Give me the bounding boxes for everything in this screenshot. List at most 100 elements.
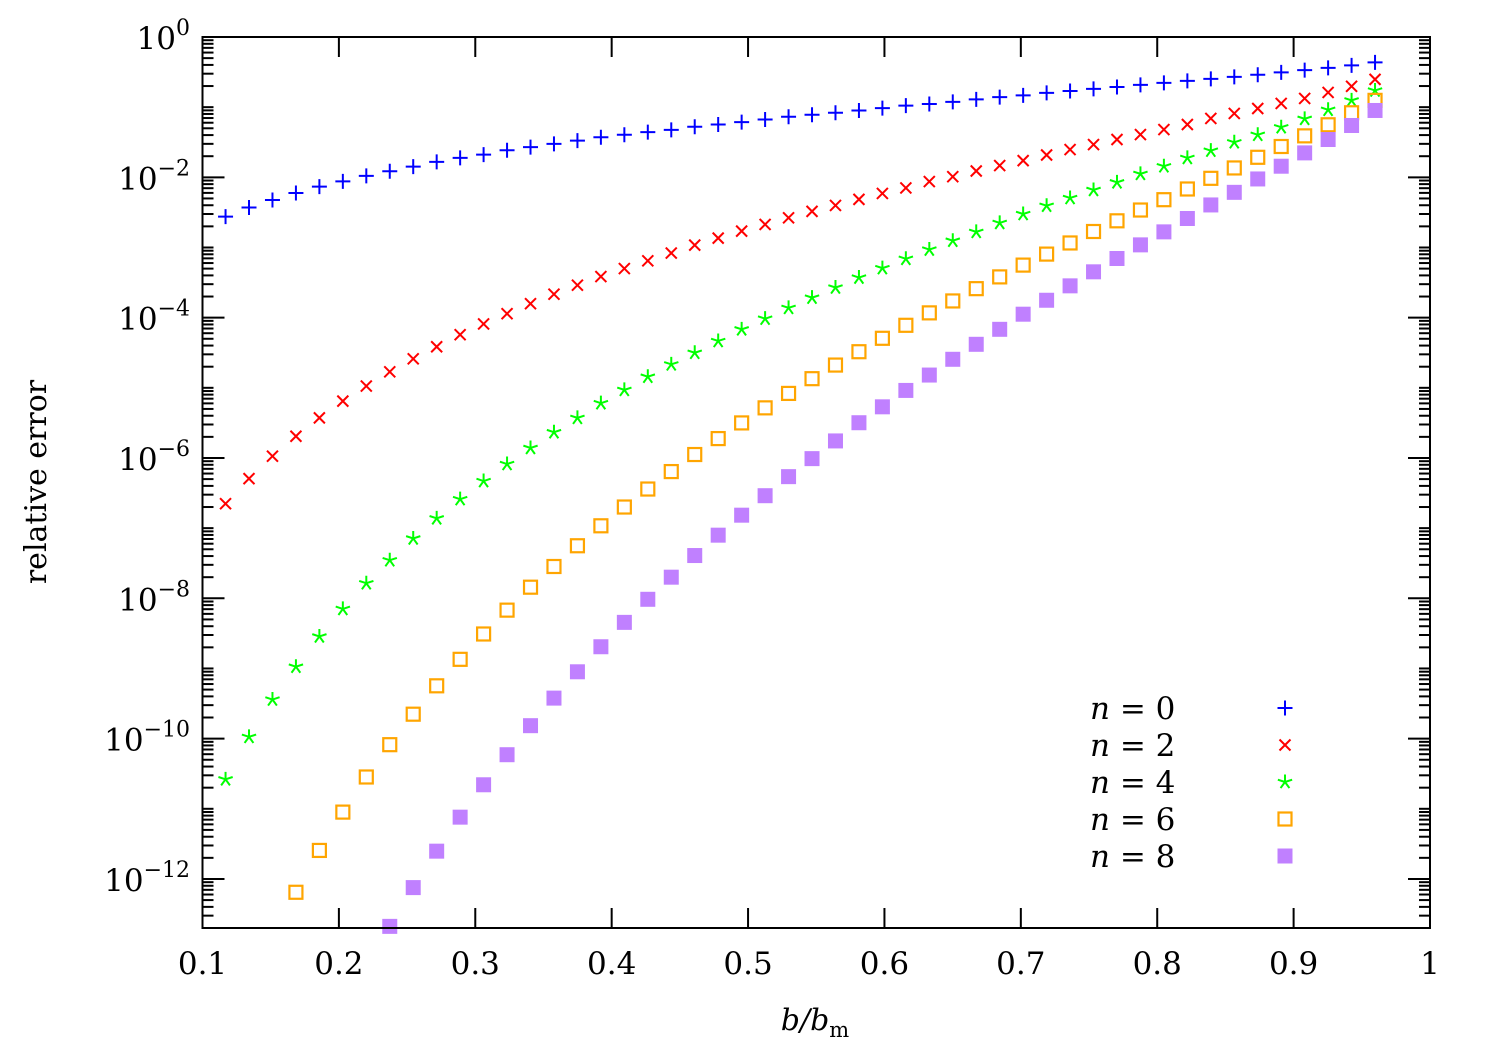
data-point [546,558,562,575]
plus-marker-icon [1062,83,1078,99]
open-square-marker-icon [546,558,562,575]
star-marker-icon [874,260,890,275]
plus-marker-icon [241,199,257,215]
data-point [711,231,725,245]
x-tick-label: 0.3 [451,946,500,982]
data-point [968,281,984,297]
data-point [1062,83,1078,99]
data-point [288,659,304,674]
data-point [1320,132,1336,148]
data-point [241,729,257,744]
data-point [805,205,819,218]
plus-marker-icon [781,109,797,125]
filled-square-marker-icon [851,415,867,431]
cross-marker-icon [970,164,983,178]
open-square-marker-icon [945,293,961,309]
x-tick-label: 0.8 [1133,946,1182,982]
data-point [616,499,632,515]
data-point [382,552,398,567]
data-point [1015,206,1031,221]
open-square-marker-icon [1277,811,1293,827]
data-point [311,842,327,859]
data-point [218,771,233,786]
data-point [780,385,797,402]
data-point [1204,112,1218,125]
open-square-marker-icon [1343,105,1360,121]
data-point [1156,158,1172,173]
open-square-marker-icon [1226,160,1242,176]
filled-square-marker-icon [827,433,843,449]
data-point [1273,119,1289,134]
star-marker-icon [1133,166,1148,181]
data-point [1344,92,1360,108]
open-square-marker-icon [663,463,679,480]
data-point [616,382,632,397]
axis-ticks [201,36,1431,929]
data-point [1087,138,1100,151]
data-point [335,601,351,616]
x-tick-label: 0.1 [178,946,227,982]
plus-marker-icon [476,147,492,163]
open-square-marker-icon [1039,246,1055,262]
data-point [453,328,467,341]
open-square-marker-icon [780,385,797,402]
star-marker-icon [640,369,656,384]
star-marker-icon [1273,119,1289,134]
data-point [1228,107,1241,120]
data-point [945,293,961,309]
data-point [874,330,890,346]
open-square-marker-icon [499,602,515,618]
open-square-marker-icon [1273,138,1289,155]
filled-square-marker-icon [898,382,914,398]
data-point [665,246,678,260]
data-point [829,199,842,212]
legend-marker [1277,811,1293,827]
data-point [945,233,961,248]
x-tick-label: 1 [1420,946,1440,982]
filled-square-marker-icon [992,321,1008,337]
legend-marker [1277,774,1293,789]
data-point [289,430,303,443]
star-marker-icon [218,771,233,786]
star-marker-icon [616,382,632,397]
filled-square-marker-icon [734,507,750,523]
data-point [405,706,421,722]
plus-marker-icon [1086,81,1102,97]
star-marker-icon [945,233,961,248]
data-point [710,117,726,133]
data-point [523,440,538,455]
plus-marker-icon [311,179,327,195]
plus-marker-icon [827,105,843,121]
cross-marker-icon [758,218,772,231]
data-point [1250,171,1266,187]
legend-item: n = 8 [1090,839,1293,875]
open-square-marker-icon [992,269,1008,285]
data-point [218,209,234,225]
data-point [523,718,539,734]
open-square-marker-icon [311,842,327,859]
cross-marker-icon [1204,112,1218,125]
data-point [1297,128,1313,144]
filled-square-marker-icon [804,451,820,467]
data-point [1226,134,1242,149]
legend-label: n = 2 [1090,728,1175,764]
data-point [921,305,937,321]
series-n-4 [218,82,1383,786]
open-square-marker-icon [851,344,867,360]
data-point [616,127,632,143]
star-marker-icon [828,280,843,295]
series-n-6 [288,92,1383,900]
legend-label: n = 0 [1090,691,1175,727]
cross-marker-icon [876,187,889,200]
data-point [851,344,867,360]
star-marker-icon [452,491,468,506]
cross-marker-icon [289,430,303,443]
legend-marker [1278,738,1292,752]
open-square-marker-icon [921,305,937,321]
plus-marker-icon [663,122,679,138]
star-marker-icon [1226,134,1242,149]
data-point [757,311,773,326]
series-n-2 [219,73,1382,510]
data-point [827,357,844,373]
star-marker-icon [921,242,937,257]
